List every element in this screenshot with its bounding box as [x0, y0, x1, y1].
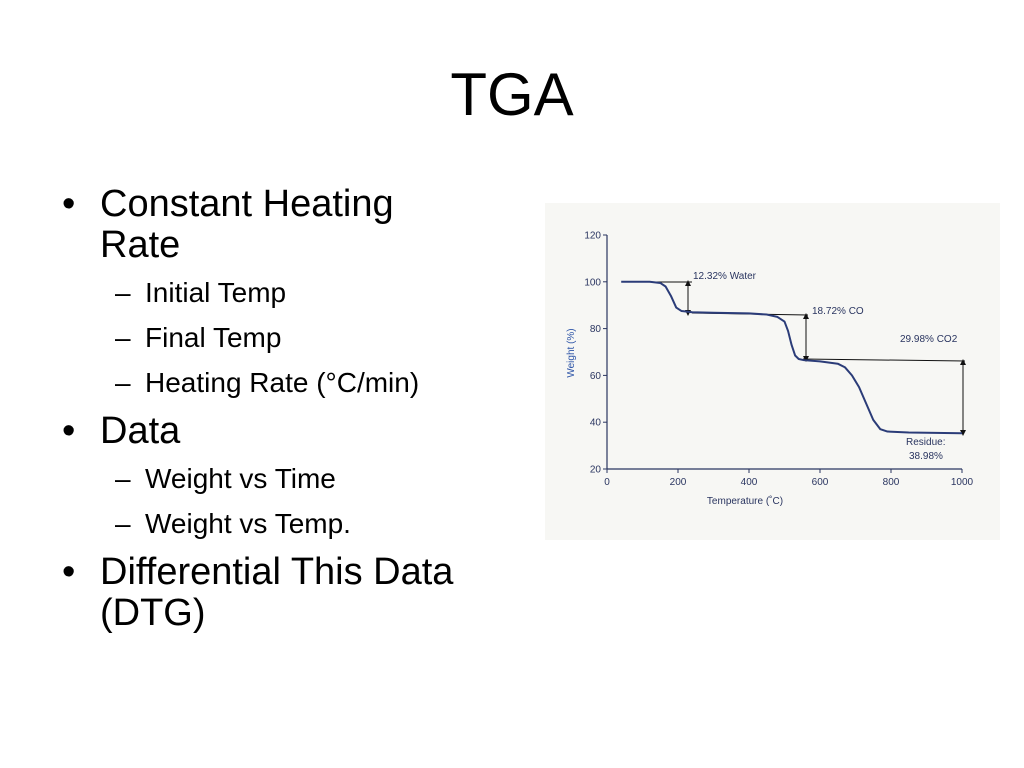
bullet-list: Constant Heating Rate Initial Temp Final… — [62, 184, 492, 640]
x-tick-label: 800 — [883, 477, 900, 488]
sub-list: Weight vs Time Weight vs Temp. — [100, 456, 492, 546]
annotation: 38.98% — [909, 451, 943, 462]
x-tick-label: 400 — [741, 477, 758, 488]
bullet: Differential This Data (DTG) — [62, 552, 492, 634]
bullet-text: Data — [100, 410, 181, 452]
y-tick-label: 120 — [584, 231, 601, 242]
x-tick-label: 0 — [604, 477, 610, 488]
annotation: 29.98% CO2 — [900, 334, 958, 345]
sub-bullet: Weight vs Time — [100, 456, 492, 501]
bullet-text: Constant Heating Rate — [100, 183, 394, 266]
annotation: 12.32% Water — [693, 271, 757, 282]
annotation: Residue: — [906, 437, 945, 448]
sub-list: Initial Temp Final Temp Heating Rate (°C… — [100, 270, 492, 405]
reference-line — [802, 358, 966, 362]
x-tick-label: 200 — [670, 477, 687, 488]
sub-bullet: Final Temp — [100, 315, 492, 360]
x-tick-label: 600 — [812, 477, 829, 488]
y-tick-label: 40 — [590, 418, 602, 429]
sub-bullet: Weight vs Temp. — [100, 501, 492, 546]
y-tick-label: 20 — [590, 465, 602, 476]
y-tick-label: 60 — [590, 371, 602, 382]
sub-bullet: Initial Temp — [100, 270, 492, 315]
x-axis-label: Temperature (˚C) — [707, 495, 783, 507]
y-tick-label: 80 — [590, 324, 602, 335]
bullet: Constant Heating Rate Initial Temp Final… — [62, 183, 492, 406]
data-line — [621, 280, 963, 435]
slide-title: TGA — [450, 61, 574, 128]
y-axis-label: Weight (%) — [566, 328, 577, 377]
chart-background — [545, 203, 1000, 540]
chart: 12.32% Water 18.72% CO 29.98% CO2 Residu… — [545, 203, 1000, 540]
sub-bullet: Heating Rate (°C/min) — [100, 360, 492, 405]
x-tick-label: 1000 — [951, 477, 974, 488]
bullet-text: Differential This Data (DTG) — [100, 551, 454, 634]
annotation: 18.72% CO — [812, 306, 864, 317]
bullet: Data Weight vs Time Weight vs Temp. — [62, 410, 492, 547]
y-tick-label: 100 — [584, 277, 601, 288]
